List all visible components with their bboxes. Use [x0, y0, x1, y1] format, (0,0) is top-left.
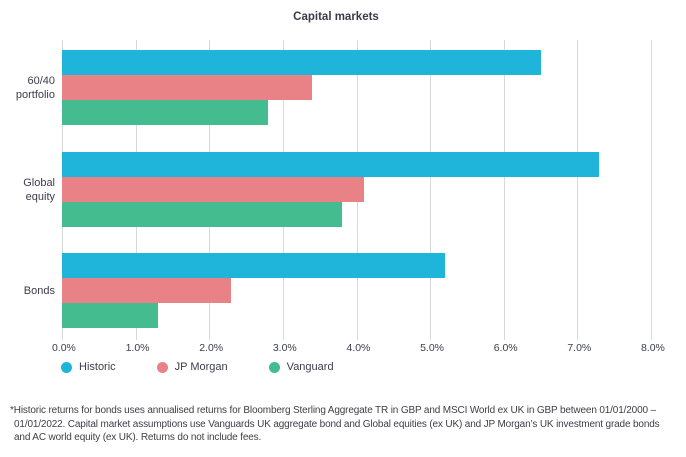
x-axis-tick-label: 8.0%: [640, 342, 665, 354]
legend-item-historic: Historic: [61, 361, 116, 373]
bar-historic-global-equity: [62, 152, 600, 177]
legend: Historic JP Morgan Vanguard: [61, 361, 334, 373]
bar-jp-morgan-global-equity: [62, 177, 364, 202]
footnote: *Historic returns for bonds uses annuali…: [10, 405, 660, 443]
x-axis-tick-label: 4.0%: [346, 342, 371, 354]
x-axis-tick-label: 1.0%: [125, 342, 150, 354]
legend-item-vanguard: Vanguard: [268, 361, 334, 373]
category-label: Bonds: [23, 284, 55, 297]
gridline: [577, 40, 579, 340]
gridline: [651, 40, 652, 340]
x-axis-tick-label: 5.0%: [420, 342, 445, 354]
bar-jp-morgan-60-40-portfolio: [62, 75, 313, 100]
y-axis-category-labels: 60/40 portfolio Global equity Bonds: [0, 40, 55, 340]
x-axis-tick-label: 6.0%: [493, 342, 518, 354]
category-label: 60/40 portfolio: [15, 74, 55, 101]
legend-dot-icon: [156, 361, 168, 373]
gridline: [503, 40, 505, 340]
legend-label: JP Morgan: [174, 361, 228, 373]
x-axis-tick-label: 0.0%: [51, 342, 76, 354]
bar-historic-60-40-portfolio: [62, 50, 541, 75]
chart-title: Capital markets: [293, 11, 379, 23]
bar-vanguard-60-40-portfolio: [62, 100, 269, 125]
bar-historic-bonds: [62, 253, 445, 278]
x-axis-tick-labels: 0.0% 1.0% 2.0% 3.0% 4.0% 5.0% 6.0% 7.0% 8.0%: [52, 342, 665, 356]
bar-vanguard-global-equity: [62, 202, 342, 227]
legend-label: Historic: [79, 361, 116, 373]
x-axis-tick-label: 2.0%: [199, 342, 224, 354]
gridline: [430, 40, 432, 340]
plot-area: [62, 40, 652, 340]
x-axis-tick-label: 7.0%: [567, 342, 592, 354]
category-label: Global equity: [23, 176, 55, 203]
bar-jp-morgan-bonds: [62, 278, 232, 303]
legend-dot-icon: [268, 361, 280, 373]
legend-item-jp-morgan: JP Morgan: [156, 361, 228, 373]
x-axis-tick-label: 3.0%: [272, 342, 297, 354]
bar-vanguard-bonds: [62, 303, 158, 328]
legend-label: Vanguard: [286, 361, 334, 373]
legend-dot-icon: [61, 361, 72, 373]
